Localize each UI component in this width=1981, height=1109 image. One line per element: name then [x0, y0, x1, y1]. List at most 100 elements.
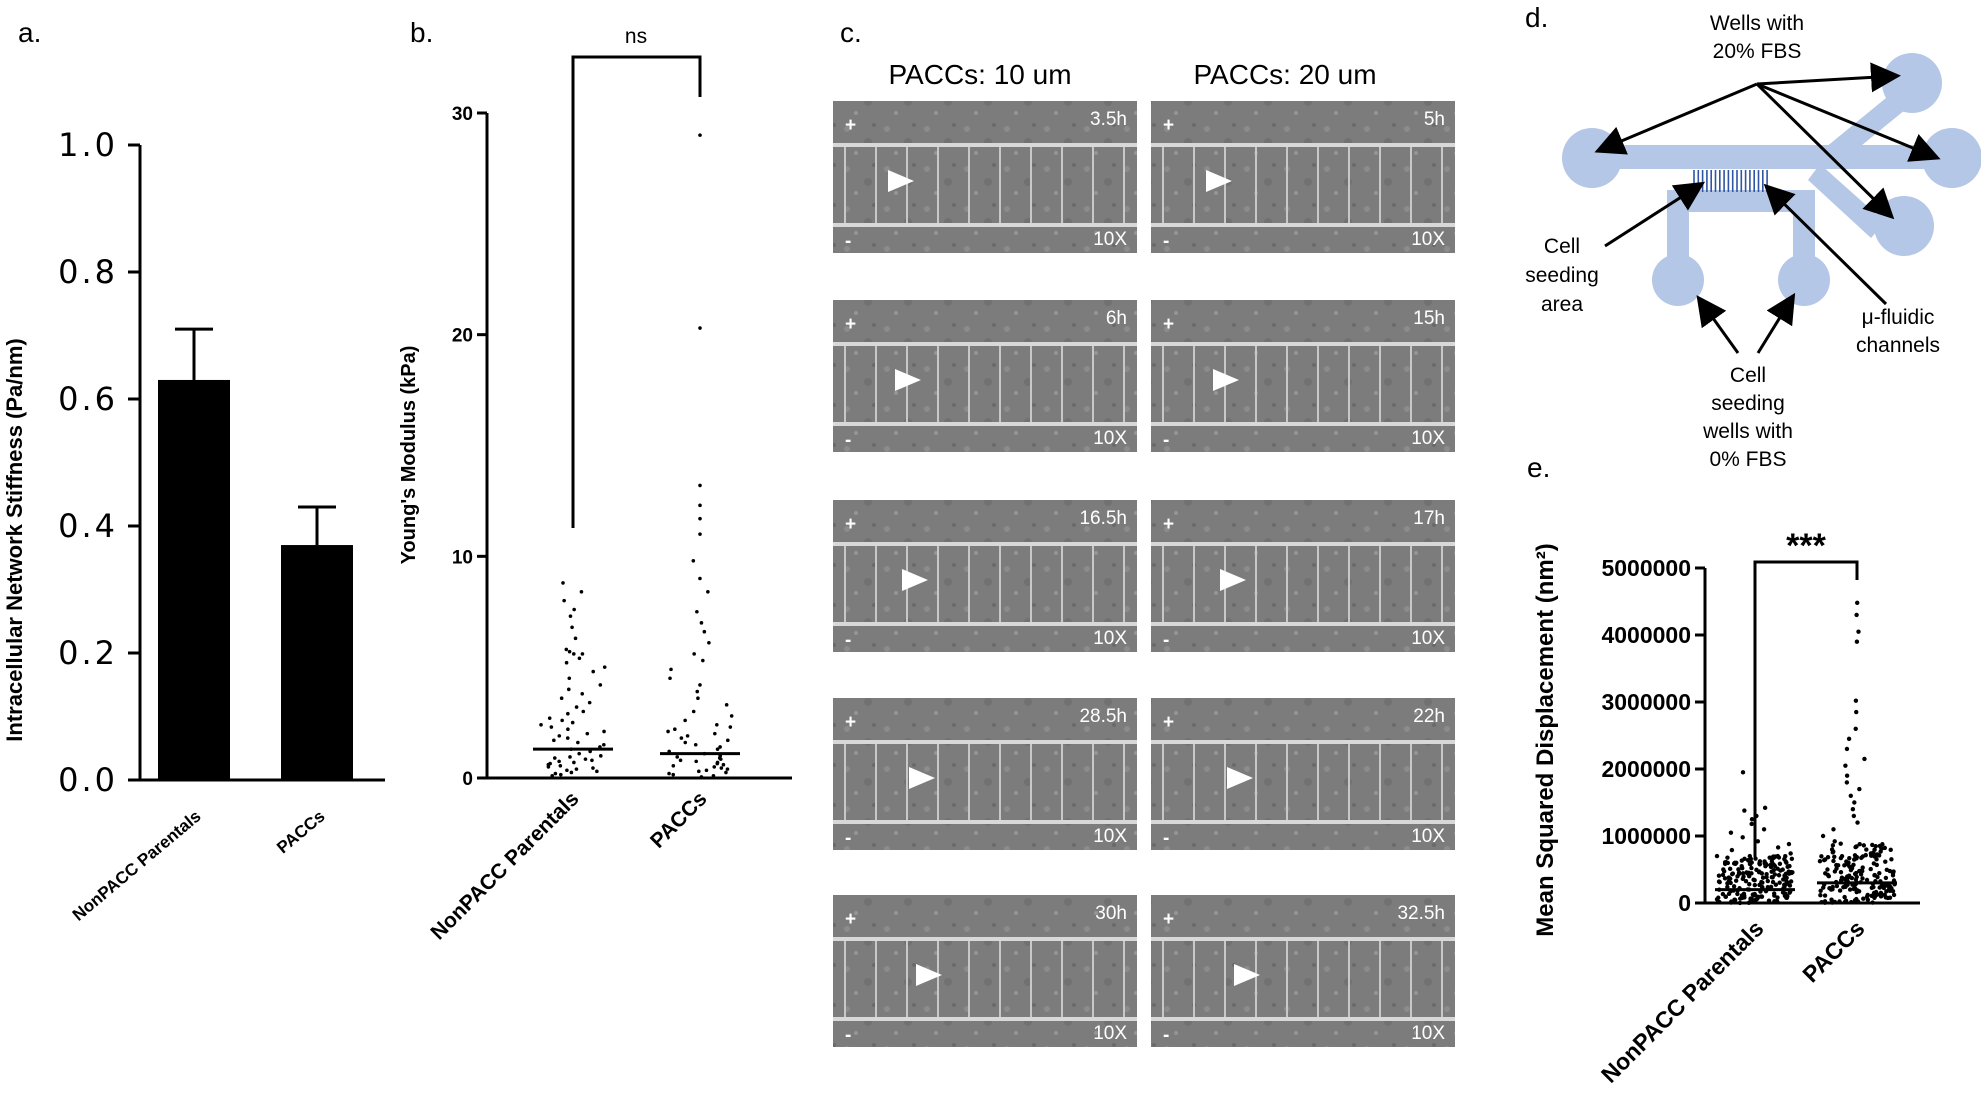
channel-wall-top	[833, 937, 1137, 941]
data-point	[1887, 886, 1892, 891]
channel-wall-bottom	[1151, 820, 1455, 824]
data-point	[1722, 876, 1728, 881]
data-point	[1762, 805, 1768, 811]
micrograph-tile: + - 5h 10X	[1151, 101, 1455, 253]
magnification-label: 10X	[1411, 1023, 1445, 1044]
data-point	[1872, 895, 1877, 900]
data-point	[1788, 879, 1794, 884]
data-point	[668, 676, 672, 681]
data-point	[1832, 839, 1837, 844]
data-point	[1863, 852, 1868, 858]
data-point	[683, 740, 688, 745]
data-point	[1714, 853, 1720, 859]
cell-marker-arrow	[895, 369, 921, 391]
data-point	[1818, 888, 1823, 893]
y-tick-label: 0.8	[58, 253, 118, 291]
data-point	[1891, 892, 1897, 898]
data-point	[1725, 855, 1730, 860]
data-point	[1847, 864, 1852, 869]
data-point	[564, 660, 569, 665]
data-point	[567, 649, 572, 654]
time-label: 15h	[1413, 308, 1445, 329]
data-point	[1759, 871, 1765, 876]
data-point	[564, 647, 569, 652]
data-point	[729, 714, 734, 718]
diagram-arrows	[1594, 62, 1941, 354]
cell-marker-arrow	[1213, 369, 1239, 391]
data-point	[1834, 883, 1840, 889]
data-point	[595, 769, 599, 774]
x-tick-label: NonPACC Parentals	[426, 787, 583, 944]
minus-sign: -	[1163, 430, 1169, 451]
data-point	[1876, 853, 1882, 858]
plus-sign: +	[845, 314, 856, 335]
data-point	[568, 755, 572, 759]
data-point	[678, 758, 683, 763]
data-point	[1729, 871, 1735, 877]
data-point	[699, 621, 704, 625]
data-point	[1789, 856, 1795, 861]
micrograph-background	[1151, 698, 1455, 850]
data-point	[1741, 874, 1746, 879]
data-point	[1831, 827, 1836, 832]
label-seeding-area-line2: seeding	[1525, 264, 1599, 287]
data-point	[1782, 882, 1787, 888]
data-point	[671, 764, 676, 768]
micrograph-background	[1151, 300, 1455, 452]
data-point	[1862, 756, 1867, 762]
data-point	[699, 775, 704, 779]
data-point	[1749, 821, 1754, 827]
magnification-label: 10X	[1411, 428, 1445, 449]
data-point	[1726, 891, 1732, 897]
y-tick-label: 2000000	[1601, 756, 1691, 782]
data-point	[1717, 879, 1722, 885]
data-point	[724, 770, 728, 775]
data-point	[1856, 629, 1861, 634]
data-point	[1820, 833, 1826, 839]
bar-nonpacc	[158, 379, 230, 780]
magnification-label: 10X	[1411, 826, 1445, 847]
data-point	[1865, 892, 1870, 898]
data-point	[1716, 873, 1722, 878]
data-point	[1834, 862, 1839, 868]
data-point	[559, 696, 564, 700]
data-point	[1817, 858, 1823, 864]
data-point	[1740, 835, 1745, 840]
data-point	[1721, 867, 1726, 872]
channel-wall-top	[833, 740, 1137, 744]
data-point	[1764, 871, 1769, 877]
significance-label: ns	[625, 25, 647, 48]
data-point	[1850, 807, 1856, 812]
data-point	[1877, 870, 1882, 876]
data-point	[570, 720, 575, 725]
data-point	[1732, 897, 1738, 903]
y-tick-label: 20	[452, 326, 473, 347]
data-point	[698, 133, 702, 137]
data-point	[698, 576, 702, 581]
panel-label-d: d.	[1525, 2, 1548, 33]
data-point	[1875, 874, 1880, 880]
micrograph-tile: + - 15h 10X	[1151, 300, 1455, 452]
data-point	[1832, 899, 1838, 905]
data-point	[1777, 861, 1783, 867]
data-point	[1758, 894, 1764, 899]
data-point	[1727, 866, 1733, 872]
data-point	[1770, 879, 1776, 885]
time-label: 16.5h	[1079, 508, 1127, 529]
data-point	[552, 756, 557, 760]
arrow-left-well	[1594, 82, 1758, 155]
data-point	[1844, 876, 1850, 882]
data-point	[562, 598, 566, 603]
data-point	[1768, 862, 1773, 868]
microfluidic-channels	[1693, 170, 1768, 192]
data-point	[1739, 863, 1744, 869]
data-point	[1874, 862, 1879, 868]
data-point	[1746, 858, 1752, 864]
data-point	[712, 765, 717, 769]
data-point	[1776, 855, 1782, 860]
data-point	[718, 757, 723, 761]
data-point	[566, 687, 571, 692]
data-point	[1725, 881, 1730, 886]
minus-sign: -	[845, 630, 851, 651]
data-point	[1749, 865, 1754, 871]
